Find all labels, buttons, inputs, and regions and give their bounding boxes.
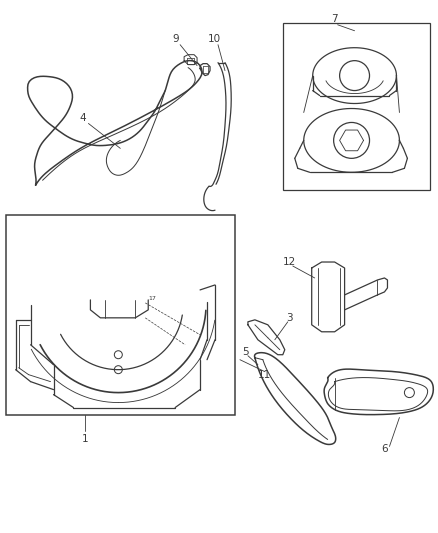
Text: 4: 4 — [79, 114, 85, 124]
Text: 10: 10 — [207, 34, 220, 44]
Text: 7: 7 — [331, 14, 337, 24]
Text: 11: 11 — [258, 370, 271, 379]
Text: 1: 1 — [82, 434, 88, 445]
Circle shape — [339, 61, 369, 91]
Circle shape — [333, 123, 369, 158]
Text: 3: 3 — [286, 313, 293, 323]
Bar — [282, 23, 429, 190]
Bar — [6, 215, 234, 415]
Text: 9: 9 — [173, 34, 179, 44]
Text: 5: 5 — [242, 347, 249, 357]
Text: 6: 6 — [380, 445, 387, 455]
Circle shape — [403, 387, 413, 398]
Circle shape — [114, 366, 122, 374]
Text: 12: 12 — [283, 257, 296, 267]
Text: 17: 17 — [148, 296, 156, 301]
Circle shape — [114, 351, 122, 359]
